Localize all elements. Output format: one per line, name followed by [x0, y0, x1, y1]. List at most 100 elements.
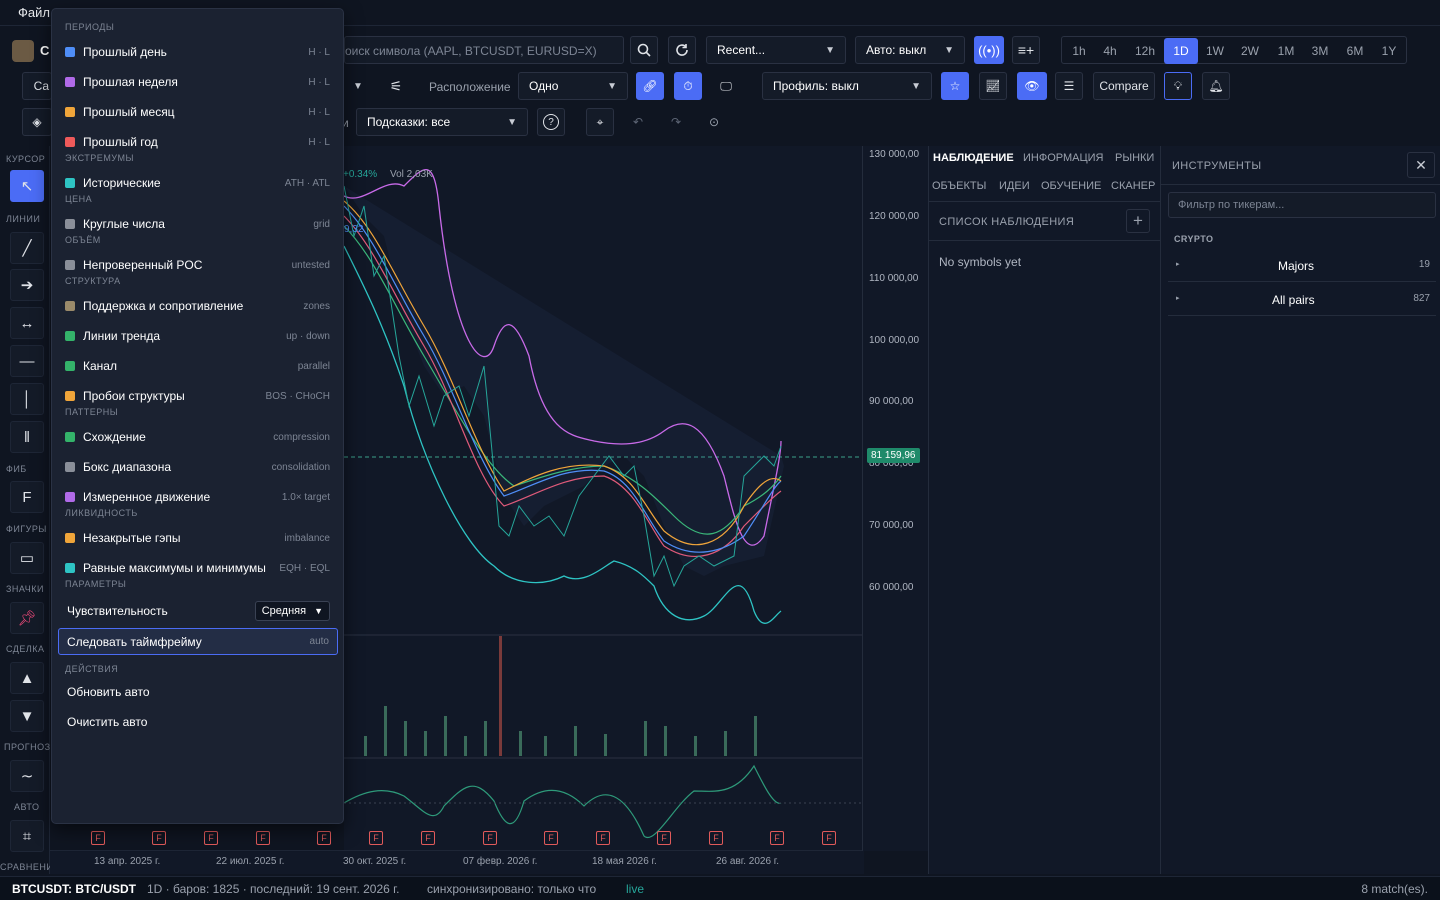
layout-select[interactable]: Одно ▼	[518, 72, 628, 100]
auto-crop-tool[interactable]: ⌗	[10, 820, 44, 852]
menu-item[interactable]: Прошлая неделя H · L	[65, 71, 330, 93]
settings-sliders-button[interactable]: ⚟	[382, 72, 410, 100]
menu-item[interactable]: Исторические ATH · ATL	[65, 172, 330, 194]
search-button[interactable]	[630, 36, 658, 64]
event-flag-icon[interactable]: F	[483, 831, 497, 845]
add-symbol-button[interactable]: +	[1126, 209, 1150, 233]
menu-item[interactable]: Измеренное движение 1.0× target	[65, 486, 330, 508]
clear-auto-button[interactable]: Очистить авто	[65, 711, 330, 733]
menu-item[interactable]: Незакрытые гэпы imbalance	[65, 527, 330, 549]
timeframe-6M[interactable]: 6M	[1346, 44, 1364, 58]
extended-line-tool[interactable]: ↔	[10, 307, 44, 339]
long-position-tool[interactable]: ▲	[10, 662, 44, 694]
rectangle-tool[interactable]: ▭	[10, 542, 44, 574]
follow-timeframe-toggle[interactable]: Следовать таймфрейму auto	[58, 628, 338, 655]
event-flag-icon[interactable]: F	[770, 831, 784, 845]
tab-objects[interactable]: ОБЪЕКТЫ	[932, 180, 987, 192]
menu-item[interactable]: Прошлый день H · L	[65, 41, 330, 63]
menu-item[interactable]: Поддержка и сопротивление zones	[65, 295, 330, 317]
timeframe-1Y[interactable]: 1Y	[1381, 44, 1397, 58]
sensitivity-select[interactable]: Средняя ▼	[254, 601, 330, 621]
chart-canvas[interactable]: +0.34% Vol 2,03K 9,32	[343, 146, 864, 874]
tab-learning[interactable]: ОБУЧЕНИЕ	[1041, 180, 1102, 192]
favorite-button[interactable]: ☆	[941, 72, 969, 100]
refresh-auto-button[interactable]: Обновить авто	[65, 681, 330, 703]
menu-item[interactable]: Прошлый месяц H · L	[65, 101, 330, 123]
recent-select[interactable]: Recent... ▼	[706, 36, 846, 64]
broadcast-button[interactable]: ((•))	[974, 36, 1004, 64]
price-axis[interactable]: 130 000,00 120 000,00 110 000,00 100 000…	[862, 146, 928, 851]
compare-button[interactable]: Compare	[1093, 72, 1155, 100]
parallel-channel-tool[interactable]: ‖	[10, 421, 44, 453]
event-flag-icon[interactable]: F	[709, 831, 723, 845]
trendline-tool[interactable]: ╱	[10, 232, 44, 264]
tab-watchlist[interactable]: НАБЛЮДЕНИЕ	[933, 152, 1014, 164]
menu-item[interactable]: Равные максимумы и минимумы EQH · EQL	[65, 557, 330, 579]
ticker-filter-input[interactable]: Фильтр по тикерам...	[1168, 192, 1436, 218]
pin-tool[interactable]: 📌︎	[10, 602, 44, 634]
close-button[interactable]: ✕	[1407, 152, 1435, 178]
alerts-button[interactable]: 🔔︎	[1202, 72, 1230, 100]
event-flag-icon[interactable]: F	[91, 831, 105, 845]
timeframe-12h[interactable]: 12h	[1134, 44, 1156, 58]
event-flag-icon[interactable]: F	[204, 831, 218, 845]
timeframe-3M[interactable]: 3M	[1311, 44, 1329, 58]
menu-item[interactable]: Линии тренда up · down	[65, 325, 330, 347]
auto-select[interactable]: Авто: выкл ▼	[855, 36, 965, 64]
redo-button[interactable]: ↷	[662, 108, 690, 136]
date-axis[interactable]: 13 апр. 2025 г. 22 июл. 2025 г. 30 окт. …	[50, 850, 862, 874]
event-flag-icon[interactable]: F	[657, 831, 671, 845]
event-flag-icon[interactable]: F	[369, 831, 383, 845]
forecast-tool[interactable]: ∼	[10, 760, 44, 792]
replay-button[interactable]: ⊙	[700, 108, 728, 136]
vertical-line-tool[interactable]: │	[10, 383, 44, 415]
layers-button[interactable]: ◈	[22, 108, 52, 136]
timeframe-4h[interactable]: 4h	[1103, 44, 1117, 58]
instrument-row[interactable]: ▸ Majors 19	[1168, 250, 1436, 282]
visibility-button[interactable]: 👁︎	[1017, 72, 1047, 100]
cursor-tool[interactable]: ↖	[10, 170, 44, 202]
chevron-down-icon[interactable]: ▼	[353, 80, 363, 92]
templates-button[interactable]: ☰	[1055, 72, 1083, 100]
help-button[interactable]: ?	[537, 108, 565, 136]
timeframe-1W[interactable]: 1W	[1206, 44, 1224, 58]
hints-select[interactable]: Подсказки: все ▼	[356, 108, 528, 136]
tab-ideas[interactable]: ИДЕИ	[999, 180, 1030, 192]
menu-item[interactable]: Круглые числа grid	[65, 213, 330, 235]
fib-tool[interactable]: F	[10, 481, 44, 513]
short-position-tool[interactable]: ▼	[10, 700, 44, 732]
refresh-button[interactable]	[668, 36, 696, 64]
menu-item[interactable]: Пробои структуры BOS · CHoCH	[65, 385, 330, 407]
menu-file[interactable]: Файл	[18, 5, 50, 20]
crosshair-button[interactable]: ⌖	[586, 108, 614, 136]
screen-button[interactable]: 🖵︎	[712, 72, 740, 100]
tab-scanner[interactable]: СКАНЕР	[1111, 180, 1156, 192]
avatar[interactable]	[12, 40, 34, 62]
timeframe-1M[interactable]: 1M	[1277, 44, 1295, 58]
search-input[interactable]: оиск символа (AAPL, BTCUSDT, EURUSD=X)	[344, 36, 624, 64]
event-flag-icon[interactable]: F	[822, 831, 836, 845]
ideas-button[interactable]: 💡︎	[1164, 72, 1192, 100]
event-flag-icon[interactable]: F	[317, 831, 331, 845]
event-flag-icon[interactable]: F	[596, 831, 610, 845]
horizontal-line-tool[interactable]: —	[10, 345, 44, 377]
add-list-button[interactable]: ≡+	[1012, 36, 1040, 64]
timer-button[interactable]: ⏱︎	[674, 72, 702, 100]
link-button[interactable]: 🔗︎	[636, 72, 664, 100]
event-flag-icon[interactable]: F	[256, 831, 270, 845]
tab-info[interactable]: ИНФОРМАЦИЯ	[1023, 152, 1104, 164]
chart-type-button[interactable]: Ca	[22, 72, 52, 100]
tab-markets[interactable]: РЫНКИ	[1115, 152, 1155, 164]
profile-select[interactable]: Профиль: выкл ▼	[762, 72, 932, 100]
menu-item[interactable]: Непроверенный POC untested	[65, 254, 330, 276]
indicators-button[interactable]: 📈︎	[979, 72, 1007, 100]
menu-item[interactable]: Схождение compression	[65, 426, 330, 448]
timeframe-1D[interactable]: 1D	[1164, 38, 1198, 64]
event-flag-icon[interactable]: F	[152, 831, 166, 845]
undo-button[interactable]: ↶	[624, 108, 652, 136]
timeframe-2W[interactable]: 2W	[1241, 44, 1259, 58]
timeframe-1h[interactable]: 1h	[1072, 44, 1086, 58]
menu-item[interactable]: Бокс диапазона consolidation	[65, 456, 330, 478]
menu-item[interactable]: Канал parallel	[65, 355, 330, 377]
instrument-row[interactable]: ▸ All pairs 827	[1168, 284, 1436, 316]
